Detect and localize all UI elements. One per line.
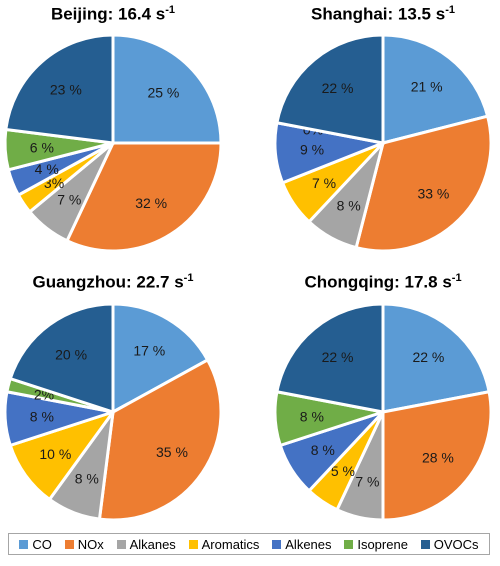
legend-item-co: CO <box>19 537 52 552</box>
legend-label: NOx <box>77 536 104 552</box>
pie-slice-nox <box>97 357 223 522</box>
pie-slice-label-isoprene: 6 % <box>30 139 54 155</box>
pie-slice-label-co: 22 % <box>412 349 444 365</box>
legend-item-aromatics: Aromatics <box>188 536 260 552</box>
pie-slice-ovocs <box>8 302 115 415</box>
pie-slice-label-ovocs: 20 % <box>55 346 87 362</box>
pie-slice-co <box>381 33 490 145</box>
pie-chart-guangzhou: 17 %35 %8 %10 %8 %2%20 % <box>3 302 223 522</box>
legend-item-isoprene: Isoprene <box>344 537 408 552</box>
legend-swatch <box>188 539 198 549</box>
pie-slice-label-co: 17 % <box>133 343 165 359</box>
legend-label: Alkanes <box>129 536 176 552</box>
legend-swatch <box>116 539 126 549</box>
legend-item-nox: NOx <box>64 536 104 552</box>
pie-slice-nox <box>65 141 223 253</box>
pie-slice-label-alkenes: 4 % <box>35 161 59 177</box>
pie-title-shanghai: Shanghai: 13.5 s-1 <box>311 4 455 25</box>
legend-label: Alkenes <box>285 536 332 552</box>
pie-slice-label-isoprene: 8 % <box>300 408 324 424</box>
pie-slice-nox <box>354 114 493 253</box>
pie-slice-label-ovocs: 22 % <box>322 80 354 96</box>
pie-slice-label-aromatics: 10 % <box>39 446 71 462</box>
pie-slice-co <box>381 302 491 414</box>
pie-slice-label-nox: 33 % <box>417 185 449 201</box>
pie-title-text: Shanghai: 13.5 s <box>311 4 446 24</box>
pie-slice-label-alkanes: 8 % <box>75 470 99 486</box>
legend-swatch <box>344 539 354 549</box>
pie-slice-label-alkanes: 7 % <box>57 191 81 207</box>
legend-item-ovocs: OVOCs <box>420 536 479 552</box>
pie-title-superscript: -1 <box>451 272 462 284</box>
legend-label: CO <box>32 536 52 552</box>
pie-slice-nox <box>381 390 493 522</box>
pie-slice-label-alkenes: 9 % <box>300 142 324 158</box>
pie-slice-label-co: 21 % <box>411 79 443 95</box>
pie-slice-label-nox: 32 % <box>135 195 167 211</box>
legend-item-alkenes: Alkenes <box>272 536 332 552</box>
pie-chart-shanghai: 21 %33 %8 %7 %9 %0%22 % <box>273 33 493 253</box>
pie-title-chongqing: Chongqing: 17.8 s-1 <box>304 272 461 293</box>
pie-title-text: Chongqing: 17.8 s <box>304 272 452 292</box>
pie-slice-label-alkenes: 8 % <box>30 408 54 424</box>
pie-title-superscript: -1 <box>183 272 194 284</box>
pie-slice-label-alkanes: 8 % <box>337 197 361 213</box>
pie-title-guangzhou: Guangzhou: 22.7 s-1 <box>33 272 194 293</box>
pie-slice-co <box>111 33 223 145</box>
pie-title-beijing: Beijing: 16.4 s-1 <box>51 4 175 25</box>
pie-title-superscript: -1 <box>165 4 176 16</box>
legend-item-alkanes: Alkanes <box>116 536 176 552</box>
pie-slice-ovocs <box>275 33 385 145</box>
legend-swatch <box>19 539 29 549</box>
pie-slice-label-ovocs: 22 % <box>322 349 354 365</box>
legend-swatch <box>272 539 282 549</box>
pie-title-superscript: -1 <box>445 4 455 16</box>
pie-slice-label-nox: 28 % <box>422 449 454 465</box>
pie-title-text: Guangzhou: 22.7 s <box>32 272 184 292</box>
pie-slice-label-aromatics: 5 % <box>331 463 355 479</box>
legend-swatch <box>64 539 74 549</box>
legend-label: OVOCs <box>433 536 479 552</box>
pie-slice-label-aromatics: 7 % <box>312 175 336 191</box>
pie-slice-label-nox: 35 % <box>156 444 188 460</box>
pie-slice-label-ovocs: 23 % <box>50 82 82 98</box>
legend: CO NOx Alkanes Aromatics Alkenes Isopren… <box>8 533 490 555</box>
pie-slice-ovocs <box>4 33 115 145</box>
pie-slice-label-co: 25 % <box>147 85 179 101</box>
pie-slice-co <box>111 302 210 415</box>
legend-label: Aromatics <box>201 536 260 552</box>
legend-label: Isoprene <box>357 536 408 552</box>
pie-slice-ovocs <box>275 302 385 414</box>
pie-slice-label-alkenes: 8 % <box>311 442 335 458</box>
pie-chart-beijing: 25 %32 %7 %3%4 %6 %23 % <box>3 33 223 253</box>
pie-chart-chongqing: 22 % 28 % 7 %5 % 8 % 8 % 22 % <box>273 302 493 522</box>
pie-slice-label-alkanes: 7 % <box>355 474 379 490</box>
legend-swatch <box>420 539 430 549</box>
pie-title-text: Beijing: 16.4 s <box>50 4 166 24</box>
